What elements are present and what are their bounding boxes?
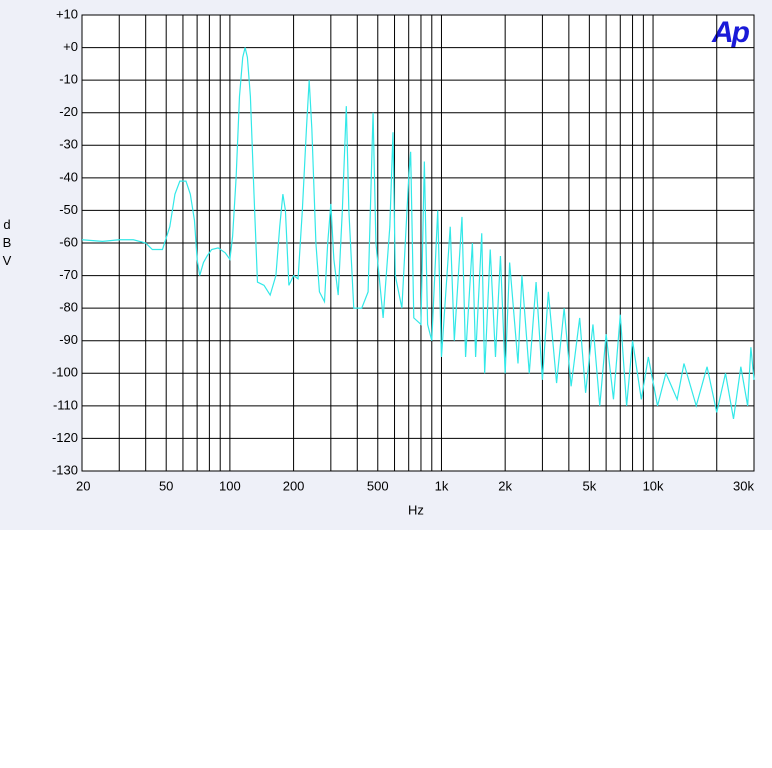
- y-axis-label: dBV: [2, 217, 12, 268]
- spectrum-line: [81, 47, 755, 419]
- x-tick-label: 5k: [582, 478, 596, 493]
- x-tick-label: 50: [159, 478, 173, 493]
- y-tick-label: -100: [52, 365, 78, 380]
- x-tick-label: 2k: [498, 478, 512, 493]
- logo: Ap: [711, 16, 750, 49]
- y-tick-label: -20: [59, 104, 78, 119]
- y-tick-label: -10: [59, 72, 78, 87]
- y-tick-label: -130: [52, 462, 78, 477]
- y-tick-label: +10: [56, 6, 78, 21]
- x-tick-label: 20: [76, 478, 90, 493]
- y-tick-label: -40: [59, 169, 78, 184]
- x-tick-label: 30k: [733, 478, 754, 493]
- x-tick-label: 500: [367, 478, 389, 493]
- y-tick-label: -120: [52, 430, 78, 445]
- x-tick-label: 1k: [435, 478, 449, 493]
- y-tick-label: -70: [59, 267, 78, 282]
- y-tick-label: -90: [59, 332, 78, 347]
- x-tick-label: 200: [283, 478, 305, 493]
- y-tick-label: -30: [59, 137, 78, 152]
- y-tick-label: -50: [59, 202, 78, 217]
- y-tick-label: -110: [53, 397, 78, 412]
- x-tick-label: 100: [219, 478, 241, 493]
- chart: Hz Ap +10 +0 -10 -20 -30 -40 -50 -60 -70 -80 -90 -1…: [52, 6, 755, 517]
- x-tick-label: 10k: [643, 478, 664, 493]
- y-tick-label: +0: [63, 39, 78, 54]
- y-tick-label: -60: [59, 234, 78, 249]
- y-tick-label: -80: [59, 300, 78, 315]
- x-axis-label: Hz: [408, 502, 424, 517]
